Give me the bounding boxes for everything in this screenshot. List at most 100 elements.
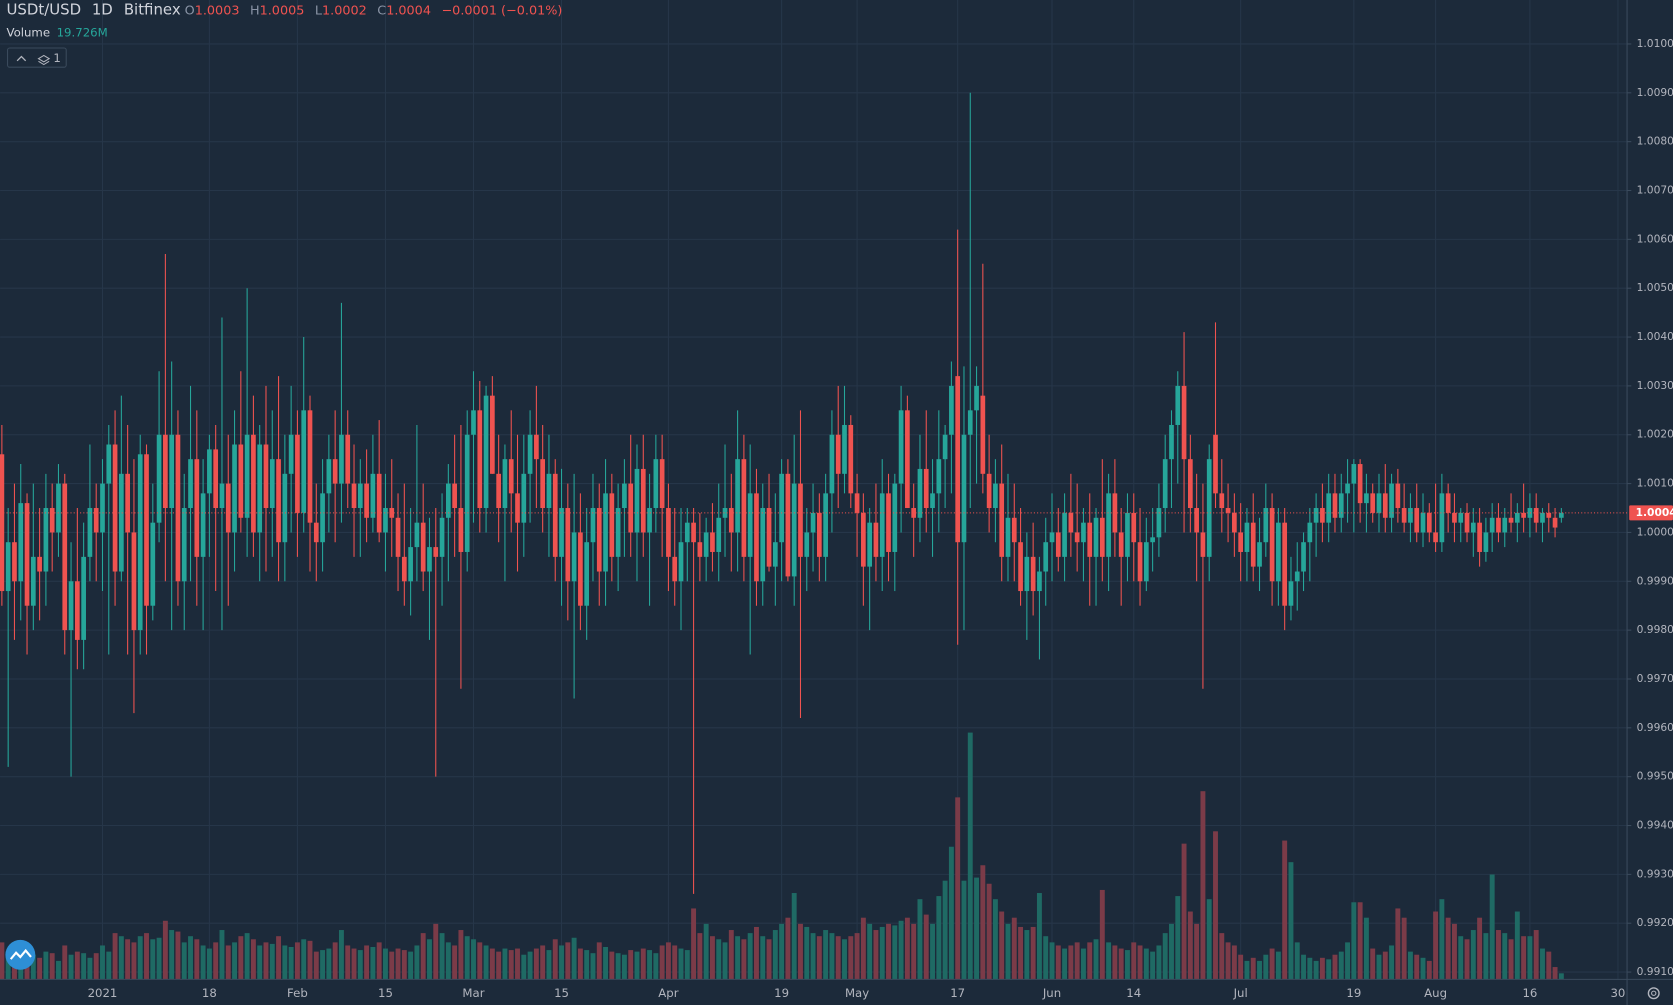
volume-bar: [647, 950, 653, 980]
candle-body: [722, 508, 728, 518]
x-tick-label: Jun: [1042, 986, 1061, 1000]
candle-body: [389, 508, 395, 518]
volume-value: 19.726M: [57, 26, 108, 40]
y-tick-label: 1.0050: [1637, 281, 1673, 294]
volume-bar: [49, 953, 55, 980]
candle-body: [383, 508, 388, 533]
candle-body: [244, 434, 250, 518]
candle-body: [1508, 517, 1514, 523]
candle-body: [194, 459, 200, 557]
volume-bar: [1426, 960, 1432, 980]
x-tick-label: Apr: [658, 986, 678, 1000]
volume-bar: [1502, 933, 1508, 980]
candle-body: [848, 424, 854, 494]
volume-bar: [257, 945, 263, 980]
candle-body: [339, 434, 344, 484]
candle-body: [1257, 542, 1262, 567]
candle-body: [892, 483, 898, 552]
x-tick-label: Aug: [1424, 986, 1447, 1000]
candle-body: [842, 424, 847, 474]
volume-bar: [640, 948, 646, 980]
volume-bar: [848, 936, 854, 980]
candle-body: [760, 508, 766, 582]
candle-body: [119, 473, 124, 572]
volume-bar: [571, 937, 577, 980]
candle-body: [527, 434, 533, 474]
candle-body: [1357, 464, 1363, 504]
volume-bar: [546, 950, 552, 980]
volume-bar: [1445, 917, 1451, 980]
candle-body: [1452, 512, 1457, 523]
candle-body: [357, 483, 363, 509]
volume-bar: [527, 951, 533, 980]
indicators-toggle[interactable]: [7, 47, 67, 68]
collapse-icon[interactable]: [16, 55, 27, 62]
volume-bar: [307, 940, 313, 980]
ohlc-values: O1.0003 H1.0005 L1.0002 C1.0004 −0.0001 …: [185, 3, 563, 18]
candle-body: [1338, 493, 1344, 518]
candle-body: [710, 532, 715, 552]
candle-body: [1030, 556, 1036, 592]
candle-body: [1087, 522, 1093, 557]
candle-body: [785, 473, 791, 577]
candle-body: [716, 517, 722, 552]
volume-bar: [590, 953, 596, 980]
candle-body: [1238, 532, 1244, 552]
volume-bar: [100, 945, 105, 980]
volume-bar: [489, 948, 495, 980]
volume-bar: [150, 939, 156, 980]
candle-body: [307, 410, 313, 523]
volume-bar: [1282, 840, 1288, 980]
candle-body: [1364, 493, 1369, 504]
volume-bar: [112, 933, 118, 980]
volume-bar: [565, 942, 571, 980]
x-tick-label: May: [845, 986, 869, 1000]
candle-body: [408, 547, 413, 582]
candle-body: [609, 493, 615, 557]
candle-body: [81, 556, 86, 640]
candle-body: [967, 410, 973, 435]
volume-bar: [691, 908, 697, 980]
volume-bar: [74, 951, 80, 980]
candle-body: [1376, 493, 1382, 513]
volume-bar: [1382, 951, 1388, 980]
ohlc-value: 1.0005: [260, 3, 305, 18]
volume-bar: [1370, 948, 1376, 980]
candle-body: [1143, 542, 1149, 582]
volume-bar: [1250, 957, 1256, 980]
volume-bar: [540, 945, 546, 980]
candle-body: [1043, 542, 1049, 572]
candle-body: [1496, 517, 1501, 533]
volume-bar: [930, 923, 935, 980]
candle-body: [433, 547, 439, 557]
settings-icon[interactable]: [1647, 987, 1660, 1000]
candle-body: [5, 542, 11, 592]
candle-body: [565, 508, 571, 582]
volume-bar: [427, 939, 432, 980]
x-tick-label: Mar: [462, 986, 484, 1000]
volume-bar: [1483, 933, 1489, 980]
volume-bar: [860, 917, 866, 980]
logo[interactable]: [5, 939, 36, 970]
volume-bar: [194, 939, 200, 980]
candle-body: [684, 522, 690, 543]
candle-body: [1401, 508, 1407, 523]
candle-body: [301, 410, 307, 513]
candle-body: [207, 449, 212, 494]
volume-bar: [791, 893, 797, 980]
candle-body: [1546, 512, 1552, 518]
candle-body: [508, 459, 514, 494]
volume-bar: [621, 954, 627, 980]
volume-bar: [37, 957, 43, 980]
candle-body: [1175, 385, 1181, 425]
volume-bar: [137, 936, 143, 980]
candle-body: [131, 532, 137, 631]
volume-bar: [0, 942, 5, 980]
volume-bar: [1527, 936, 1533, 980]
candle-body: [1439, 493, 1445, 543]
volume-bar: [1213, 831, 1218, 980]
volume-bar: [552, 939, 558, 980]
volume-bar: [559, 945, 564, 980]
volume-bar: [483, 945, 489, 980]
volume-bar: [1181, 843, 1187, 980]
